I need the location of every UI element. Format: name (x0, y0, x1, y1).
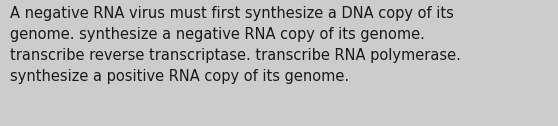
Text: A negative RNA virus must first synthesize a DNA copy of its
genome. synthesize : A negative RNA virus must first synthesi… (10, 6, 461, 84)
